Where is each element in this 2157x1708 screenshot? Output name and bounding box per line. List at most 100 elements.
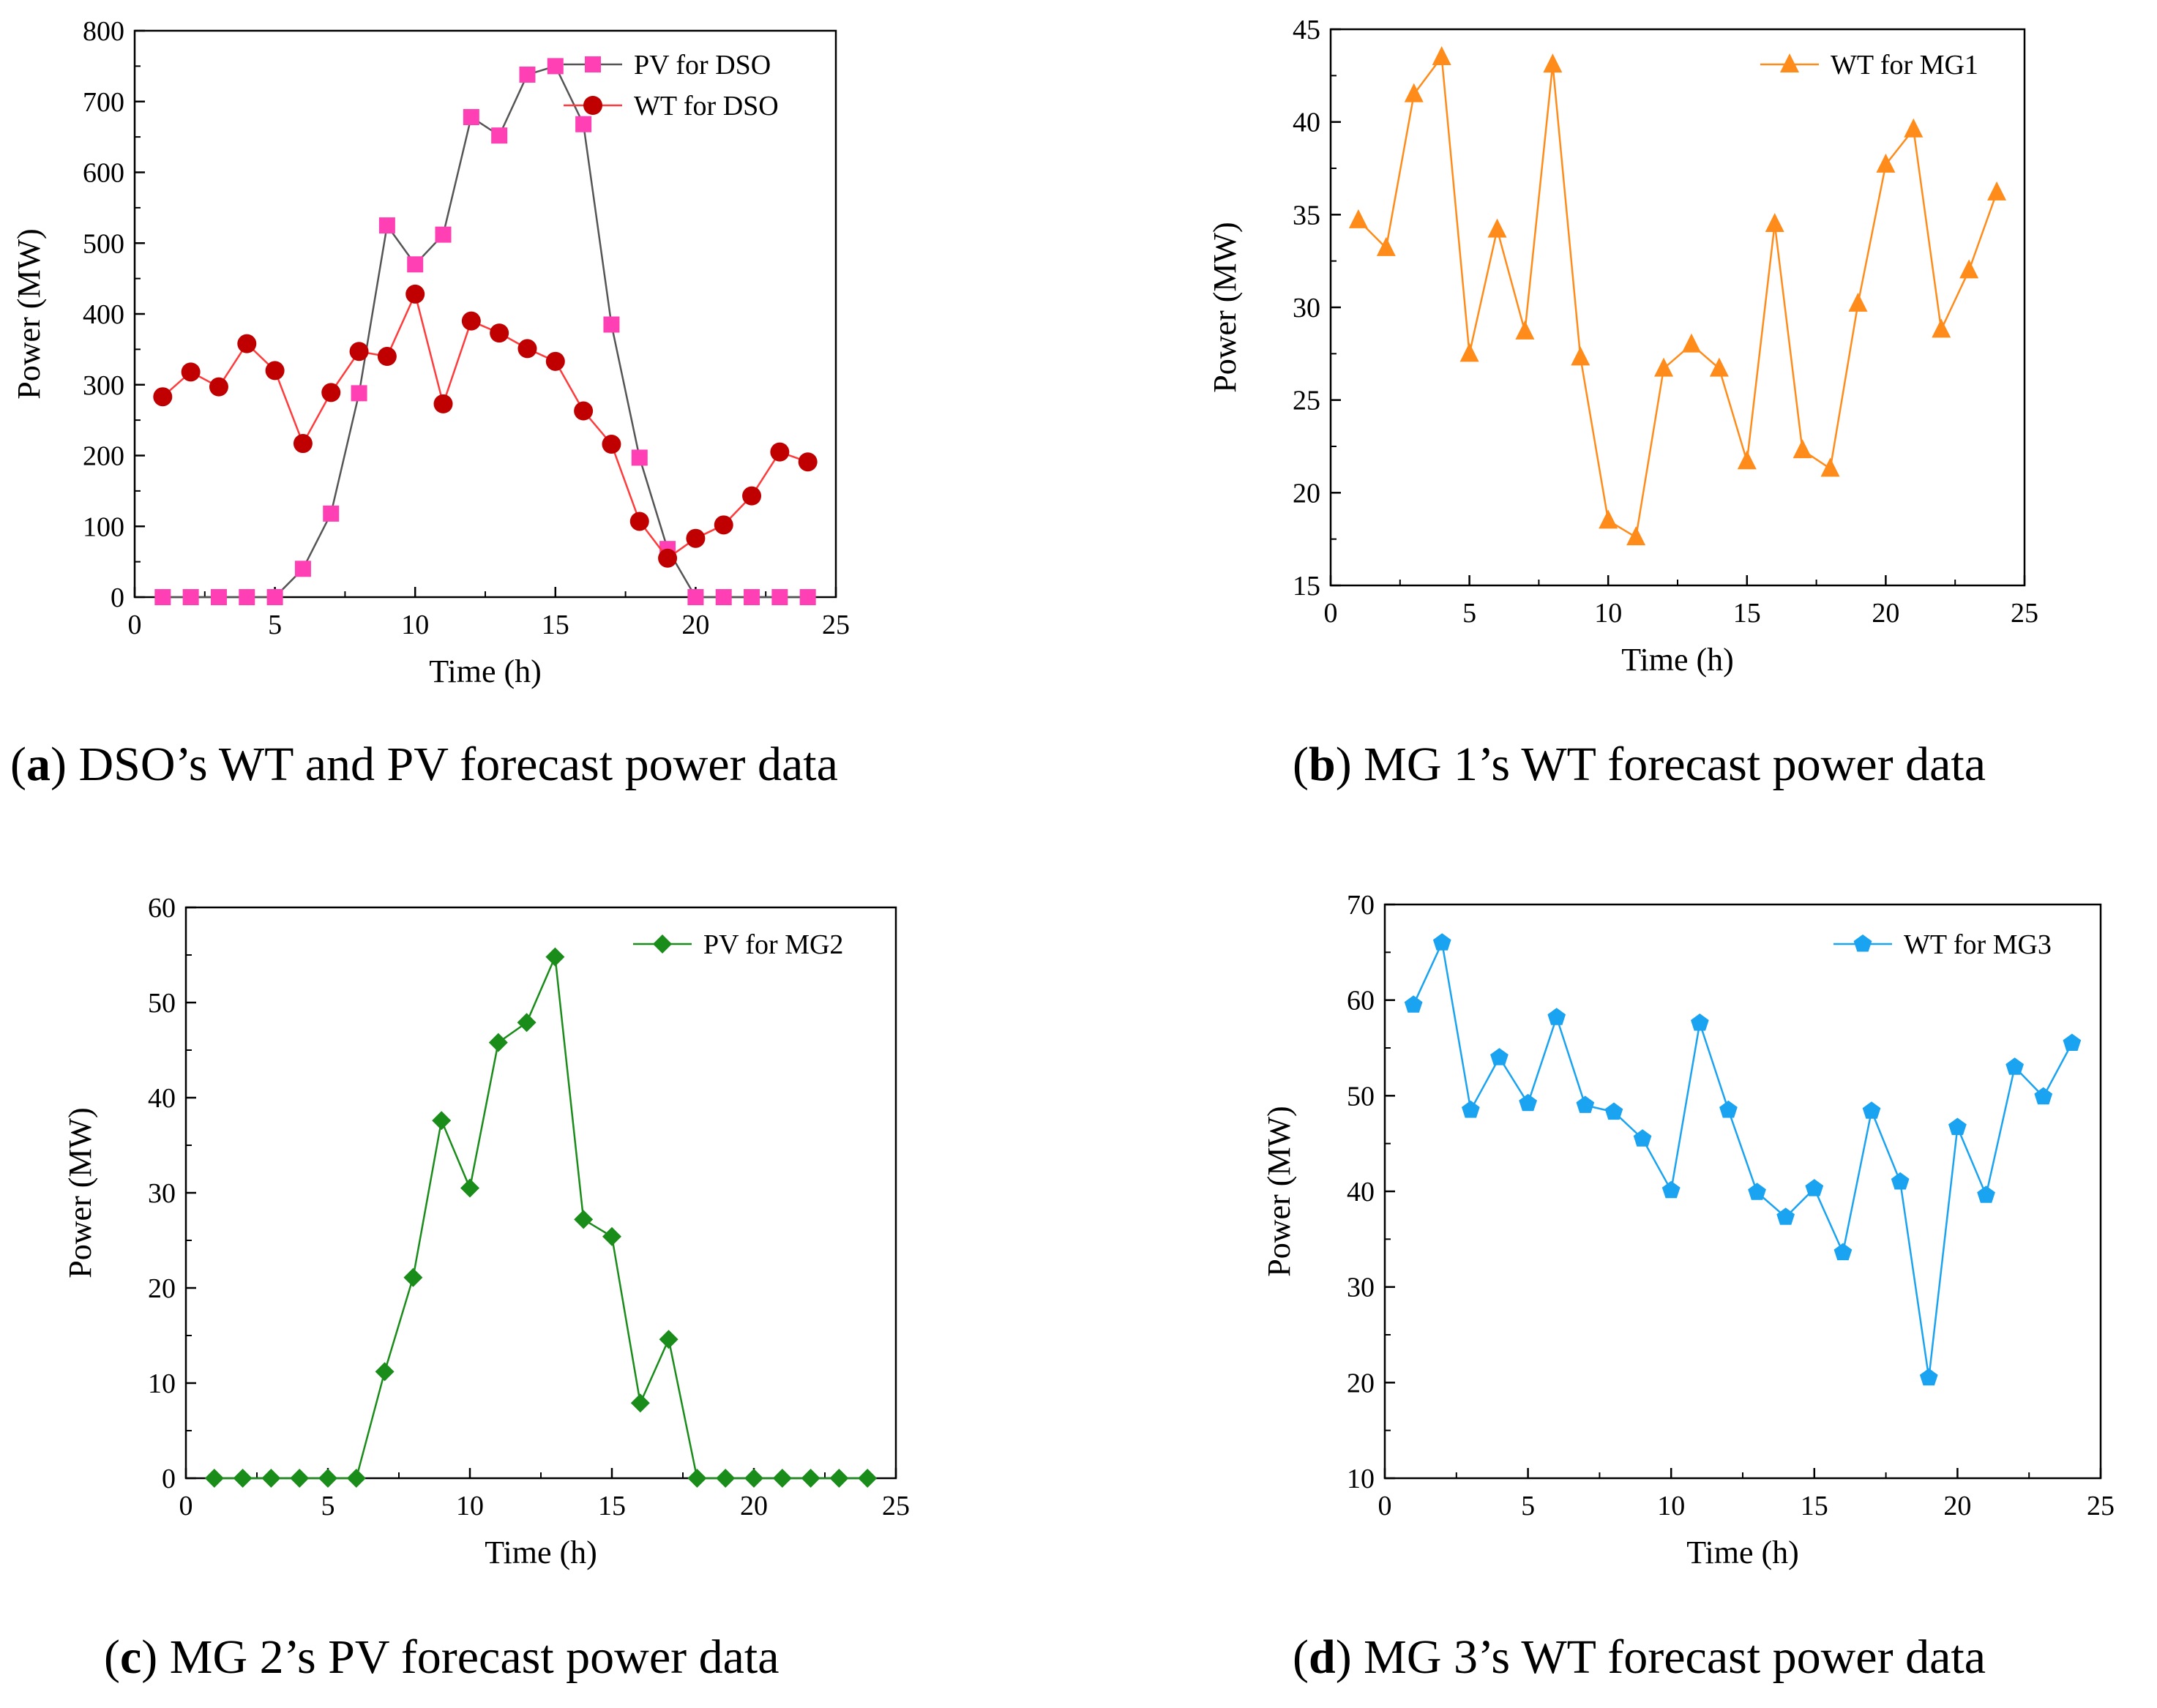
data-point xyxy=(460,1178,479,1198)
data-point xyxy=(1719,1100,1738,1118)
series-line xyxy=(1358,54,1998,539)
data-point xyxy=(1547,1008,1566,1025)
y-tick-label: 40 xyxy=(1347,1177,1375,1207)
data-point xyxy=(771,589,788,605)
data-point xyxy=(772,1469,792,1488)
data-point xyxy=(323,505,340,522)
y-axis-title: Power (MW) xyxy=(1207,222,1243,392)
x-tick-label: 5 xyxy=(321,1491,335,1521)
y-tick-label: 60 xyxy=(1347,986,1375,1016)
panel-caption: (c) MG 2’s PV forecast power data xyxy=(104,1630,780,1684)
y-tick-label: 300 xyxy=(83,370,124,401)
data-point xyxy=(1462,1100,1480,1118)
y-axis-title: Power (MW) xyxy=(11,228,47,399)
data-point xyxy=(1487,218,1507,238)
data-point xyxy=(1862,1101,1881,1119)
y-tick-label: 20 xyxy=(148,1273,176,1304)
data-point xyxy=(770,442,790,462)
y-axis-title: Power (MW) xyxy=(62,1107,98,1278)
data-point xyxy=(659,1330,678,1349)
series-wt-for-dso xyxy=(153,284,818,568)
legend-entry: WT for DSO xyxy=(564,91,779,121)
x-tick-label: 0 xyxy=(179,1491,193,1521)
y-tick-label: 50 xyxy=(1347,1081,1375,1112)
data-point xyxy=(432,1111,452,1131)
caption-text: ) DSO’s WT and PV forecast power data xyxy=(51,738,838,791)
data-point xyxy=(378,217,395,234)
y-tick-label: 30 xyxy=(1293,293,1320,323)
data-point xyxy=(490,323,509,343)
data-point xyxy=(714,515,733,535)
x-tick-label: 15 xyxy=(1801,1491,1828,1521)
x-axis-title: Time (h) xyxy=(1686,1535,1799,1570)
y-tick-label: 35 xyxy=(1293,200,1320,231)
panel-caption: (a) DSO’s WT and PV forecast power data xyxy=(10,738,838,791)
y-tick-label: 45 xyxy=(1293,15,1320,45)
x-axis-title: Time (h) xyxy=(429,653,542,689)
data-point xyxy=(261,1469,281,1488)
data-point xyxy=(1543,53,1563,73)
caption-letter: c xyxy=(120,1630,141,1684)
data-point xyxy=(239,589,255,605)
data-point xyxy=(798,452,818,472)
panel-caption: (b) MG 1’s WT forecast power data xyxy=(1293,738,1986,791)
y-tick-label: 400 xyxy=(83,299,124,330)
data-point xyxy=(2005,1057,2024,1075)
y-axis-title: Power (MW) xyxy=(1261,1106,1297,1276)
panel-caption: (d) MG 3’s WT forecast power data xyxy=(1293,1630,1986,1684)
data-point xyxy=(686,528,706,548)
chart-b: 0 5 10 15 20 25 15 20 25 30 35 40 45 Time (h) Power (M… xyxy=(1207,15,2038,791)
data-point xyxy=(375,1362,395,1382)
data-point xyxy=(1633,1129,1652,1147)
legend-entry: WT for MG1 xyxy=(1760,50,1978,80)
x-tick-label: 10 xyxy=(1657,1491,1685,1521)
data-point xyxy=(1691,1014,1709,1031)
data-point xyxy=(461,311,481,331)
data-point xyxy=(630,1393,650,1413)
data-point xyxy=(377,347,397,367)
data-point xyxy=(1987,181,2007,201)
data-point xyxy=(715,589,732,605)
data-point xyxy=(1904,118,1924,138)
data-point xyxy=(266,589,283,605)
x-tick-label: 20 xyxy=(1872,598,1899,629)
legend-entry: PV for DSO xyxy=(564,50,771,80)
data-point xyxy=(545,947,565,967)
data-point xyxy=(463,109,479,126)
data-point xyxy=(1376,236,1396,256)
chart-c: 0 5 10 15 20 25 0 10 20 30 40 50 60 Time (h) Power (MW… xyxy=(62,893,910,1684)
x-tick-label: 15 xyxy=(542,610,569,640)
caption-text: ) MG 1’s WT forecast power data xyxy=(1336,738,1986,791)
legend-label: PV for MG2 xyxy=(703,929,843,960)
legend-label: WT for MG3 xyxy=(1904,929,2052,960)
y-tick-label: 25 xyxy=(1293,386,1320,416)
y-tick-label: 100 xyxy=(83,512,124,542)
x-tick-label: 25 xyxy=(882,1491,910,1521)
data-point xyxy=(1681,333,1701,353)
y-tick-label: 30 xyxy=(1347,1273,1375,1303)
data-point xyxy=(318,1469,337,1488)
legend-marker xyxy=(653,934,672,954)
data-point xyxy=(1490,1048,1509,1065)
series-line xyxy=(162,64,808,599)
legend-label: WT for DSO xyxy=(634,91,779,121)
x-tick-label: 20 xyxy=(681,610,709,640)
data-point xyxy=(858,1469,878,1488)
data-point xyxy=(405,284,425,304)
x-tick-label: 5 xyxy=(1521,1491,1535,1521)
plot-frame xyxy=(184,906,897,1480)
data-point xyxy=(488,1033,508,1052)
series-line xyxy=(1412,940,2074,1378)
data-point xyxy=(1820,457,1840,477)
data-point xyxy=(290,1469,310,1488)
data-point xyxy=(293,434,313,454)
data-point xyxy=(1737,450,1757,470)
caption-paren-open: ( xyxy=(1293,1630,1309,1684)
x-tick-label: 5 xyxy=(1462,598,1476,629)
legend-marker xyxy=(1853,934,1872,952)
data-point xyxy=(265,361,285,381)
y-tick-label: 0 xyxy=(111,583,124,613)
data-point xyxy=(435,226,452,243)
data-point xyxy=(1432,46,1451,65)
data-point xyxy=(210,589,227,605)
